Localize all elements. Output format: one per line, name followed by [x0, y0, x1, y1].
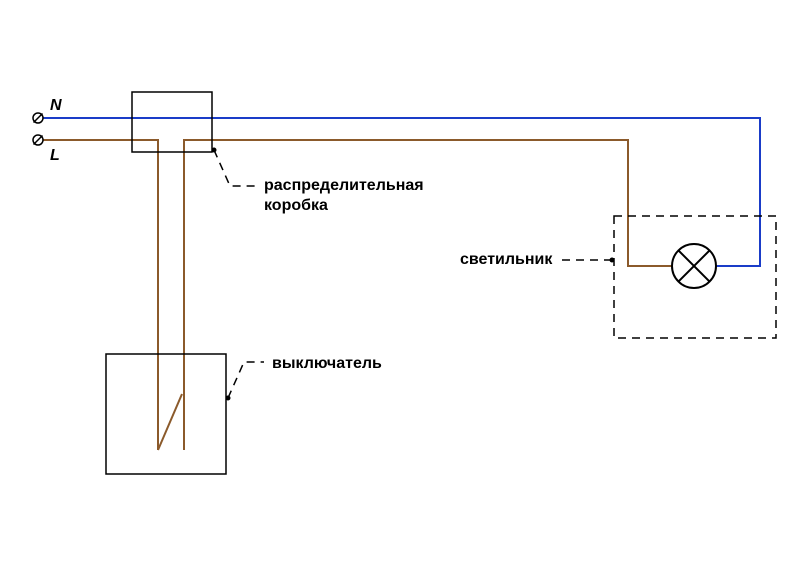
junction-box: [132, 92, 212, 152]
live-wire-switch-to-lamp: [184, 140, 672, 450]
label-n: N: [50, 97, 62, 114]
wiring-diagram: N Lраспределительная коробка выключатель све…: [0, 0, 800, 565]
label-junction-box: распределительная: [264, 177, 424, 194]
switch-arm: [158, 394, 182, 450]
leader-switch-dot: [226, 396, 231, 401]
label-junction-box: коробка: [264, 197, 328, 214]
switch-box: [106, 354, 226, 474]
label-l: L: [50, 147, 60, 164]
leader-switch: [228, 362, 264, 398]
label-switch: выключатель: [272, 355, 382, 372]
label-lamp: светильник: [460, 251, 553, 268]
leader-junction-box-dot: [212, 148, 217, 153]
leader-junction-box: [214, 150, 258, 186]
leader-lamp-dot: [610, 258, 615, 263]
live-wire-to-switch: [38, 140, 158, 450]
